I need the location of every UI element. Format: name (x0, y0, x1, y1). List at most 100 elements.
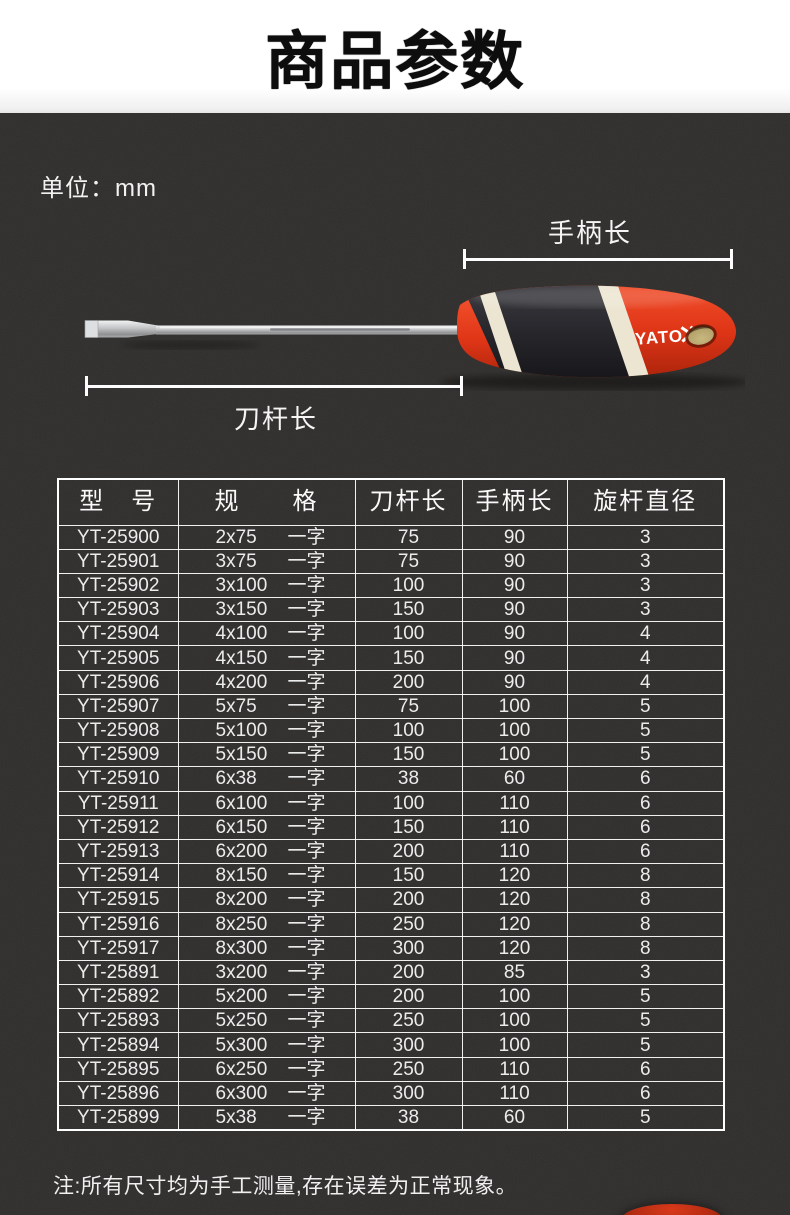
cell-spec-size: 5x200 (215, 986, 268, 1008)
handle-dimension-line (465, 258, 732, 261)
cell-spec-size: 5x38 (215, 1106, 257, 1128)
table-row: YT-25899 5x38 一字 38 60 5 (57, 1104, 725, 1131)
cell-spec-type: 一字 (287, 768, 326, 790)
shaft-dimension-tick-left (85, 376, 88, 396)
cell-spec-type: 一字 (287, 526, 326, 548)
cell-shaft-length: 75 (354, 693, 463, 720)
cell-spec-size: 4x150 (215, 647, 268, 669)
cell-shank-diameter: 6 (566, 838, 725, 865)
cell-shank-diameter: 8 (566, 887, 725, 913)
table-row: YT-25894 5x300 一字 300 100 5 (57, 1032, 725, 1058)
col-header-model: 型 号 (57, 478, 179, 526)
cell-handle-length: 90 (461, 597, 568, 623)
cell-shaft-length: 250 (354, 1056, 463, 1082)
cell-shaft-length: 300 (354, 1032, 463, 1058)
cell-spec: 5x100 一字 (177, 717, 356, 744)
cell-handle-length: 120 (461, 863, 568, 889)
cell-spec-type: 一字 (287, 841, 326, 863)
cell-spec-type: 一字 (287, 623, 326, 645)
cell-shank-diameter: 4 (566, 621, 725, 647)
table-row: YT-25891 3x200 一字 200 85 3 (57, 959, 725, 986)
cell-spec-type: 一字 (287, 550, 326, 572)
cell-shank-diameter: 6 (566, 766, 725, 792)
cell-model: YT-25893 (57, 1008, 179, 1034)
cell-spec: 3x150 一字 (177, 597, 356, 623)
cell-handle-length: 60 (461, 1104, 568, 1131)
cell-handle-length: 90 (461, 645, 568, 671)
cell-shaft-length: 200 (354, 887, 463, 913)
cell-spec-type: 一字 (287, 792, 326, 814)
next-product-peek (622, 1204, 722, 1215)
cell-spec: 8x150 一字 (177, 863, 356, 889)
cell-handle-length: 100 (461, 984, 568, 1010)
cell-model: YT-25913 (57, 838, 179, 865)
cell-handle-length: 100 (461, 1032, 568, 1058)
cell-shaft-length: 300 (354, 935, 463, 961)
cell-shank-diameter: 5 (566, 984, 725, 1010)
table-row: YT-25892 5x200 一字 200 100 5 (57, 984, 725, 1010)
cell-handle-length: 120 (461, 887, 568, 913)
cell-shank-diameter: 4 (566, 645, 725, 671)
cell-spec-size: 6x200 (215, 841, 268, 863)
cell-shank-diameter: 5 (566, 742, 725, 768)
cell-spec-size: 8x200 (215, 889, 268, 911)
lanyard-hole (688, 327, 714, 345)
cell-shank-diameter: 5 (566, 717, 725, 744)
cell-spec-type: 一字 (287, 744, 326, 766)
cell-spec-size: 5x75 (215, 695, 257, 717)
cell-spec-size: 6x38 (215, 768, 257, 790)
cell-spec-type: 一字 (287, 937, 326, 959)
blade-tip-face (84, 320, 99, 338)
cell-spec: 4x100 一字 (177, 621, 356, 647)
cell-spec-type: 一字 (287, 695, 326, 717)
cell-spec-type: 一字 (287, 647, 326, 669)
cell-spec-type: 一字 (287, 599, 326, 621)
cell-handle-length: 110 (461, 838, 568, 865)
handle-shadow (440, 374, 745, 390)
cell-shank-diameter: 3 (566, 548, 725, 574)
cell-shaft-length: 250 (354, 911, 463, 937)
table-row: YT-25901 3x75 一字 75 90 3 (57, 548, 725, 574)
cell-shank-diameter: 3 (566, 524, 725, 550)
shaft-engraving (270, 328, 410, 331)
cell-spec-type: 一字 (287, 889, 326, 911)
table-row: YT-25902 3x100 一字 100 90 3 (57, 572, 725, 599)
cell-shaft-length: 300 (354, 1080, 463, 1107)
shaft-dimension-line (86, 385, 462, 388)
cell-spec-size: 5x150 (215, 744, 268, 766)
cell-handle-length: 85 (461, 959, 568, 986)
table-row: YT-25915 8x200 一字 200 120 8 (57, 887, 725, 913)
table-row: YT-25903 3x150 一字 150 90 3 (57, 597, 725, 623)
cell-model: YT-25910 (57, 766, 179, 792)
cell-spec: 6x150 一字 (177, 814, 356, 840)
handle-dimension-tick-right (730, 249, 733, 269)
handle-length-label: 手柄长 (547, 218, 632, 248)
cell-handle-length: 110 (461, 814, 568, 840)
handle-dimension-tick-left (463, 249, 466, 269)
table-row: YT-25916 8x250 一字 250 120 8 (57, 911, 725, 937)
cell-spec: 4x200 一字 (177, 669, 356, 695)
lanyard-hole-shadow (687, 325, 714, 338)
cell-model: YT-25911 (57, 790, 179, 816)
cell-shank-diameter: 3 (566, 572, 725, 599)
cell-handle-length: 100 (461, 693, 568, 720)
cell-handle-length: 90 (461, 669, 568, 695)
cell-spec-size: 4x100 (215, 623, 268, 645)
cell-spec-size: 6x250 (215, 1058, 268, 1080)
cell-shank-diameter: 5 (566, 693, 725, 720)
cell-shaft-length: 250 (354, 1008, 463, 1034)
cell-handle-length: 100 (461, 717, 568, 744)
table-row: YT-25912 6x150 一字 150 110 6 (57, 814, 725, 840)
cell-shank-diameter: 3 (566, 959, 725, 986)
cell-spec: 3x200 一字 (177, 959, 356, 986)
shaft-length-label: 刀杆长 (233, 404, 318, 434)
cell-shank-diameter: 3 (566, 597, 725, 623)
cell-spec: 2x75 一字 (177, 524, 356, 550)
col-header-shaft-length: 刀杆长 (354, 478, 463, 526)
cell-spec: 5x150 一字 (177, 742, 356, 768)
page-title: 商品参数 (265, 27, 525, 97)
cell-spec: 8x300 一字 (177, 935, 356, 961)
cell-spec-size: 8x300 (215, 937, 268, 959)
cell-shank-diameter: 6 (566, 790, 725, 816)
cell-model: YT-25899 (57, 1104, 179, 1131)
